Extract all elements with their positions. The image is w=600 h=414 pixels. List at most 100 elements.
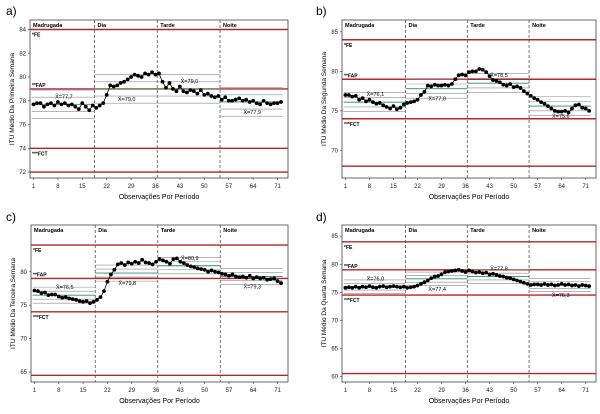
data-point	[398, 105, 403, 110]
data-point	[425, 278, 430, 283]
data-point	[237, 275, 242, 280]
data-point	[522, 280, 526, 285]
data-point	[244, 275, 249, 280]
data-point	[559, 109, 564, 114]
data-point	[563, 283, 568, 287]
x-tick-label: 50	[201, 388, 208, 394]
data-point	[49, 292, 54, 297]
data-point	[388, 106, 392, 111]
x-tick-label: 50	[510, 184, 517, 190]
data-point	[69, 102, 74, 107]
data-point	[122, 263, 127, 267]
data-point	[146, 72, 151, 77]
data-point	[268, 102, 273, 107]
x-tick-label: 64	[558, 388, 565, 394]
data-point	[353, 284, 358, 289]
data-point	[477, 270, 482, 274]
data-point	[157, 71, 161, 76]
data-point	[143, 71, 147, 76]
x-tick-label: 22	[103, 184, 110, 190]
data-point	[150, 70, 154, 75]
data-point	[552, 108, 557, 113]
x-tick-label: 43	[177, 184, 184, 190]
data-point	[491, 271, 495, 276]
x-tick-label: 57	[225, 184, 232, 190]
data-point	[556, 283, 561, 287]
limit-label-fct: ***FCT	[33, 315, 49, 321]
data-point	[70, 297, 75, 302]
x-tick-label: 15	[80, 388, 87, 394]
x-tick-label: 29	[128, 184, 135, 190]
data-point	[535, 282, 540, 287]
period-label: Tarde	[160, 23, 175, 29]
y-axis-title: ITU Médio Da Quarta Semana	[321, 259, 328, 347]
data-point	[419, 281, 423, 286]
data-point	[143, 260, 148, 265]
data-point	[115, 83, 120, 88]
data-point	[563, 108, 568, 113]
mean-label: X̄=76,3	[552, 292, 570, 299]
panel-a: a) Madrugada Dia Tarde Noite *FE **FAP ***FCT X̄…	[6, 4, 289, 201]
data-point	[377, 101, 382, 105]
data-point	[265, 101, 269, 106]
data-point	[429, 276, 434, 281]
x-tick-label: 71	[582, 388, 589, 394]
data-point	[446, 269, 451, 274]
data-point	[87, 108, 92, 113]
data-point	[412, 284, 416, 289]
data-point	[42, 104, 46, 109]
data-point	[36, 289, 40, 294]
data-point	[546, 283, 550, 287]
data-point	[31, 102, 36, 107]
data-point	[395, 284, 399, 289]
panel-label: d)	[316, 210, 327, 224]
data-point	[528, 283, 533, 287]
x-axis-title: Observações Por Período	[429, 398, 510, 405]
data-point	[566, 110, 571, 115]
data-point	[508, 82, 513, 86]
data-point	[77, 299, 82, 304]
data-point	[456, 73, 461, 78]
data-point	[539, 283, 543, 287]
data-point	[570, 283, 574, 288]
data-point	[49, 101, 53, 106]
data-point	[247, 100, 252, 104]
x-tick-label: 8	[56, 184, 60, 190]
data-point	[150, 262, 155, 267]
data-point	[35, 101, 39, 106]
data-point	[436, 83, 441, 88]
data-point	[515, 278, 519, 283]
limit-label-fct: ***FCT	[344, 122, 360, 128]
data-point	[408, 100, 413, 105]
data-point	[91, 299, 96, 304]
data-point	[202, 92, 207, 97]
limit-label-fe: *FE	[33, 248, 42, 254]
data-point	[532, 96, 537, 101]
data-point	[272, 101, 276, 106]
data-point	[76, 107, 81, 111]
y-tick-label: 70	[331, 148, 338, 154]
x-tick-label: 57	[226, 388, 233, 394]
panel-d: d) Madrugada Dia Tarde Noite *FE **FAP ***FCT X̄…	[316, 210, 597, 405]
period-label: Dia	[409, 228, 419, 234]
limit-label-fe: *FE	[344, 245, 353, 251]
data-point	[518, 279, 523, 284]
data-point	[453, 268, 458, 273]
data-point	[484, 70, 489, 75]
data-point	[391, 104, 396, 109]
period-label: Noite	[532, 23, 546, 29]
data-point	[439, 272, 444, 277]
x-tick-label: 43	[486, 388, 493, 394]
x-tick-label: 1	[344, 388, 348, 394]
data-point	[198, 88, 203, 92]
data-point	[453, 77, 458, 82]
y-tick-label: 74	[19, 146, 26, 152]
data-point	[350, 94, 355, 99]
y-tick-label: 75	[331, 290, 338, 296]
data-point	[556, 109, 561, 114]
data-point	[216, 94, 221, 98]
data-point	[546, 104, 550, 109]
data-point	[195, 91, 200, 96]
data-point	[38, 101, 43, 106]
data-point	[42, 290, 47, 295]
